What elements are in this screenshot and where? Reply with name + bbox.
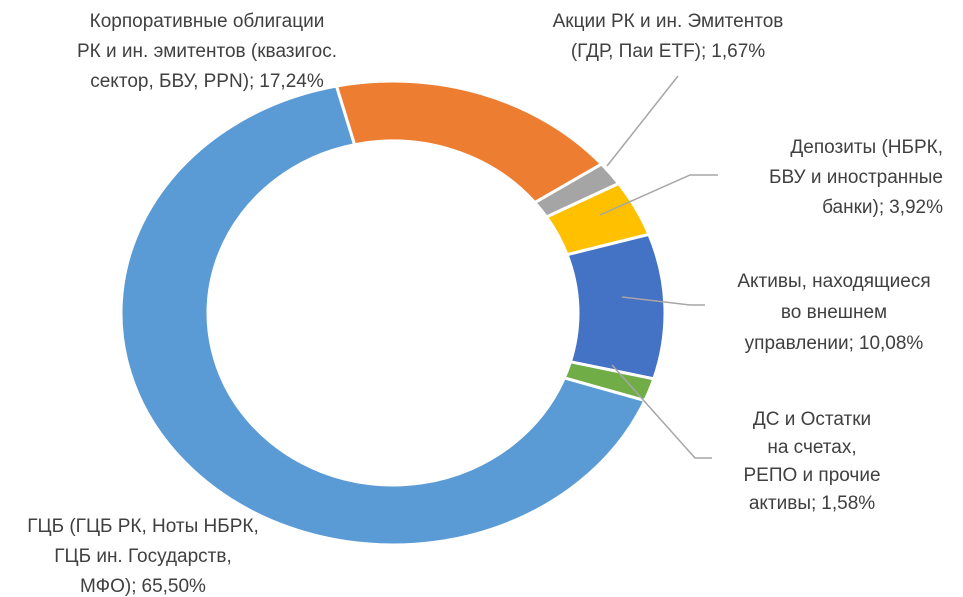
category-text: банки); <box>822 197 884 218</box>
category-text: Корпоративные облигации <box>90 11 325 32</box>
segment-label: Корпоративные облигации РК и ин. эмитенто… <box>77 11 337 92</box>
label-line: Акции РК и ин. Эмитентов <box>553 11 784 32</box>
label-line: сектор, БВУ, PPN); 17,24% <box>90 71 324 92</box>
donut-segment <box>334 79 605 205</box>
value-label: 65,50% <box>142 576 207 597</box>
segment-label: ГЦБ (ГЦБ РК, Ноты НБРК, ГЦБ ин. Государст… <box>27 516 259 597</box>
segment-label: ДС и Остатки на счетах, РЕПО и прочие актив… <box>743 409 880 514</box>
category-text: сектор, БВУ, PPN); <box>90 71 254 92</box>
donut <box>119 79 667 547</box>
label-line: во внешнем <box>781 302 887 323</box>
category-text: РЕПО и прочие <box>743 465 880 486</box>
category-text: управлении; <box>745 333 854 354</box>
label-line: Депозиты (НБРК, <box>790 137 943 158</box>
value-label: 1,58% <box>821 493 875 514</box>
category-text: на счетах, <box>767 437 856 458</box>
value-label: 17,24% <box>259 71 324 92</box>
label-line: банки); 3,92% <box>822 197 943 218</box>
category-text: РК и ин. эмитентов (квазигос. <box>77 41 337 62</box>
label-line: ДС и Остатки <box>753 409 871 430</box>
category-text: (ГДР, Паи ETF); <box>571 41 706 62</box>
segment-label: Депозиты (НБРК, БВУ и иностранные банки); 3… <box>769 137 943 218</box>
value-label: 3,92% <box>889 197 943 218</box>
label-line: БВУ и иностранные <box>769 167 943 188</box>
leader-line <box>606 75 679 167</box>
category-text: активы; <box>749 493 816 514</box>
label-line: РК и ин. эмитентов (квазигос. <box>77 41 337 62</box>
label-line: (ГДР, Паи ETF); 1,67% <box>571 41 765 62</box>
label-line: ГЦБ (ГЦБ РК, Ноты НБРК, <box>27 516 259 537</box>
category-text: БВУ и иностранные <box>769 167 943 188</box>
category-text: во внешнем <box>781 302 887 323</box>
leader-line <box>611 364 712 459</box>
leader-lines <box>599 75 718 459</box>
value-label: 1,67% <box>711 41 765 62</box>
label-line: Корпоративные облигации <box>90 11 325 32</box>
segment-label: Акции РК и ин. Эмитентов (ГДР, Паи ETF); 1… <box>553 11 784 62</box>
category-text: ДС и Остатки <box>753 409 871 430</box>
category-text: ГЦБ (ГЦБ РК, Ноты НБРК, <box>27 516 259 537</box>
donut-segment <box>119 84 648 547</box>
donut-segment <box>565 232 667 381</box>
leader-line <box>621 296 705 306</box>
label-line: МФО); 65,50% <box>80 576 206 597</box>
value-label: 10,08% <box>859 333 924 354</box>
category-text: Акции РК и ин. Эмитентов <box>553 11 784 32</box>
segment-label: Активы, находящиеся во внешнем управлении;… <box>737 271 930 354</box>
label-line: РЕПО и прочие <box>743 465 880 486</box>
label-line: ГЦБ ин. Государств, <box>54 546 232 567</box>
category-text: ГЦБ ин. Государств, <box>54 546 232 567</box>
label-line: управлении; 10,08% <box>745 333 924 354</box>
label-line: на счетах, <box>767 437 856 458</box>
category-text: Депозиты (НБРК, <box>790 137 943 158</box>
label-line: активы; 1,58% <box>749 493 875 514</box>
category-text: Активы, находящиеся <box>737 271 930 292</box>
label-line: Активы, находящиеся <box>737 271 930 292</box>
category-text: МФО); <box>80 576 136 597</box>
leader-line <box>599 174 718 216</box>
